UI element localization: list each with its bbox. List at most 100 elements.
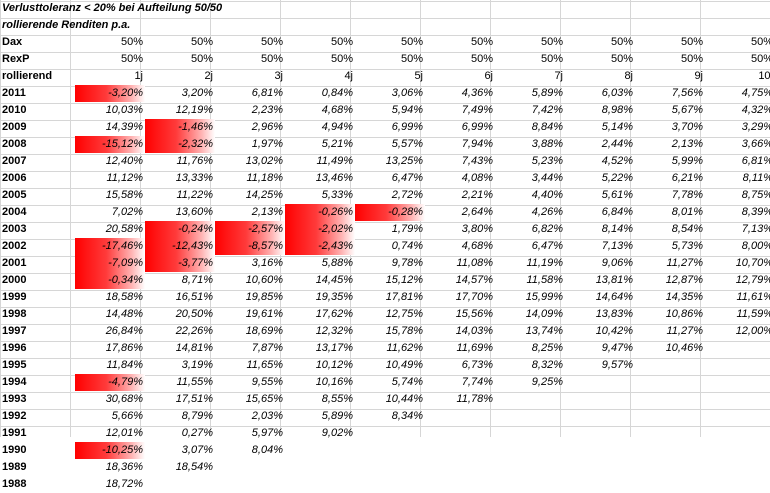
return-cell[interactable]: 7,13%	[601, 240, 633, 252]
return-cell[interactable]: 4,40%	[531, 189, 563, 201]
return-cell[interactable]: 14,25%	[245, 189, 283, 201]
year-label[interactable]: 2004	[2, 206, 27, 218]
dax-allocation-cell[interactable]: 50%	[120, 36, 143, 48]
rexp-allocation-cell[interactable]: 50%	[190, 53, 213, 65]
return-cell[interactable]: 12,75%	[385, 308, 423, 320]
return-cell[interactable]: 11,76%	[176, 155, 214, 167]
return-cell[interactable]: 9,02%	[321, 427, 353, 439]
rexp-allocation-cell[interactable]: 50%	[540, 53, 563, 65]
return-cell[interactable]: 13,33%	[175, 172, 213, 184]
return-cell[interactable]: 9,47%	[601, 342, 633, 354]
return-cell[interactable]: 11,65%	[246, 359, 284, 371]
return-cell[interactable]: 3,66%	[741, 138, 770, 150]
return-cell[interactable]: 2,13%	[671, 138, 703, 150]
year-label[interactable]: 2002	[2, 240, 27, 252]
return-cell[interactable]: 17,51%	[175, 393, 213, 405]
dax-allocation-cell[interactable]: 50%	[680, 36, 703, 48]
return-cell[interactable]: 18,36%	[105, 461, 143, 473]
return-cell[interactable]: 9,25%	[531, 376, 563, 388]
return-cell[interactable]: 6,21%	[671, 172, 703, 184]
year-label[interactable]: 1991	[2, 427, 27, 439]
return-cell[interactable]: 9,57%	[601, 359, 633, 371]
return-cell[interactable]: 5,57%	[391, 138, 423, 150]
return-cell[interactable]: 5,21%	[321, 138, 353, 150]
return-cell[interactable]: 4,75%	[741, 87, 770, 99]
return-cell[interactable]: 6,84%	[601, 206, 633, 218]
return-cell[interactable]: 12,01%	[105, 427, 143, 439]
return-cell[interactable]: 13,74%	[525, 325, 563, 337]
year-label[interactable]: 1995	[2, 359, 27, 371]
return-cell[interactable]: 11,27%	[666, 257, 704, 269]
return-cell[interactable]: 3,70%	[671, 121, 703, 133]
sheet-title[interactable]: Verlusttoleranz < 20% bei Aufteilung 50/…	[2, 2, 223, 14]
return-cell[interactable]: 8,01%	[671, 206, 703, 218]
row-label-rollierend[interactable]: rollierend	[2, 70, 53, 82]
return-cell[interactable]: 5,99%	[671, 155, 703, 167]
return-cell[interactable]: 8,39%	[741, 206, 770, 218]
return-cell[interactable]: 13,17%	[315, 342, 353, 354]
return-cell[interactable]: 11,69%	[456, 342, 494, 354]
negative-return-cell[interactable]: -3,77%	[145, 255, 215, 272]
period-header-cell[interactable]: 6j	[484, 70, 493, 82]
return-cell[interactable]: 3,44%	[531, 172, 563, 184]
return-cell[interactable]: 11,78%	[456, 393, 494, 405]
return-cell[interactable]: 14,81%	[175, 342, 213, 354]
return-cell[interactable]: 8,00%	[741, 240, 770, 252]
return-cell[interactable]: 15,78%	[385, 325, 423, 337]
return-cell[interactable]: 1,79%	[391, 223, 423, 235]
return-cell[interactable]: 17,70%	[455, 291, 493, 303]
return-cell[interactable]: 2,72%	[391, 189, 423, 201]
return-cell[interactable]: 10,49%	[385, 359, 423, 371]
negative-return-cell[interactable]: -8,57%	[215, 238, 285, 255]
return-cell[interactable]: 8,11%	[742, 172, 770, 184]
return-cell[interactable]: 14,64%	[595, 291, 633, 303]
return-cell[interactable]: 10,46%	[665, 342, 703, 354]
return-cell[interactable]: 0,27%	[181, 427, 213, 439]
return-cell[interactable]: 6,73%	[461, 359, 493, 371]
rexp-allocation-cell[interactable]: 50%	[680, 53, 703, 65]
year-label[interactable]: 2007	[2, 155, 27, 167]
year-label[interactable]: 2008	[2, 138, 27, 150]
return-cell[interactable]: 2,13%	[251, 206, 283, 218]
return-cell[interactable]: 19,61%	[245, 308, 283, 320]
return-cell[interactable]: 3,80%	[461, 223, 493, 235]
return-cell[interactable]: 20,50%	[175, 308, 213, 320]
return-cell[interactable]: 15,12%	[385, 274, 423, 286]
return-cell[interactable]: 5,22%	[601, 172, 633, 184]
dax-allocation-cell[interactable]: 50%	[190, 36, 213, 48]
return-cell[interactable]: 2,64%	[461, 206, 493, 218]
return-cell[interactable]: 6,03%	[601, 87, 633, 99]
return-cell[interactable]: 18,58%	[105, 291, 143, 303]
period-header-cell[interactable]: 8j	[624, 70, 633, 82]
negative-return-cell[interactable]: -2,32%	[145, 136, 215, 153]
return-cell[interactable]: 14,03%	[455, 325, 493, 337]
return-cell[interactable]: 10,12%	[315, 359, 353, 371]
return-cell[interactable]: 2,03%	[251, 410, 283, 422]
return-cell[interactable]: 5,97%	[251, 427, 283, 439]
return-cell[interactable]: 13,81%	[595, 274, 633, 286]
return-cell[interactable]: 0,84%	[321, 87, 353, 99]
return-cell[interactable]: 5,14%	[601, 121, 633, 133]
return-cell[interactable]: 7,02%	[111, 206, 143, 218]
return-cell[interactable]: 7,94%	[461, 138, 493, 150]
return-cell[interactable]: 2,21%	[461, 189, 493, 201]
return-cell[interactable]: 2,44%	[601, 138, 633, 150]
return-cell[interactable]: 9,78%	[391, 257, 423, 269]
year-label[interactable]: 2009	[2, 121, 27, 133]
return-cell[interactable]: 3,88%	[531, 138, 563, 150]
return-cell[interactable]: 14,48%	[105, 308, 143, 320]
return-cell[interactable]: 10,86%	[665, 308, 703, 320]
return-cell[interactable]: 11,22%	[176, 189, 214, 201]
return-cell[interactable]: 17,86%	[105, 342, 143, 354]
return-cell[interactable]: 11,27%	[666, 325, 704, 337]
return-cell[interactable]: 4,94%	[321, 121, 353, 133]
return-cell[interactable]: 3,19%	[181, 359, 213, 371]
period-header-cell[interactable]: 4j	[344, 70, 353, 82]
return-cell[interactable]: 13,83%	[595, 308, 633, 320]
return-cell[interactable]: 8,14%	[601, 223, 633, 235]
dax-allocation-cell[interactable]: 50%	[330, 36, 353, 48]
return-cell[interactable]: 4,26%	[531, 206, 563, 218]
return-cell[interactable]: 4,32%	[741, 104, 770, 116]
return-cell[interactable]: 4,36%	[461, 87, 493, 99]
rexp-allocation-cell[interactable]: 50%	[260, 53, 283, 65]
